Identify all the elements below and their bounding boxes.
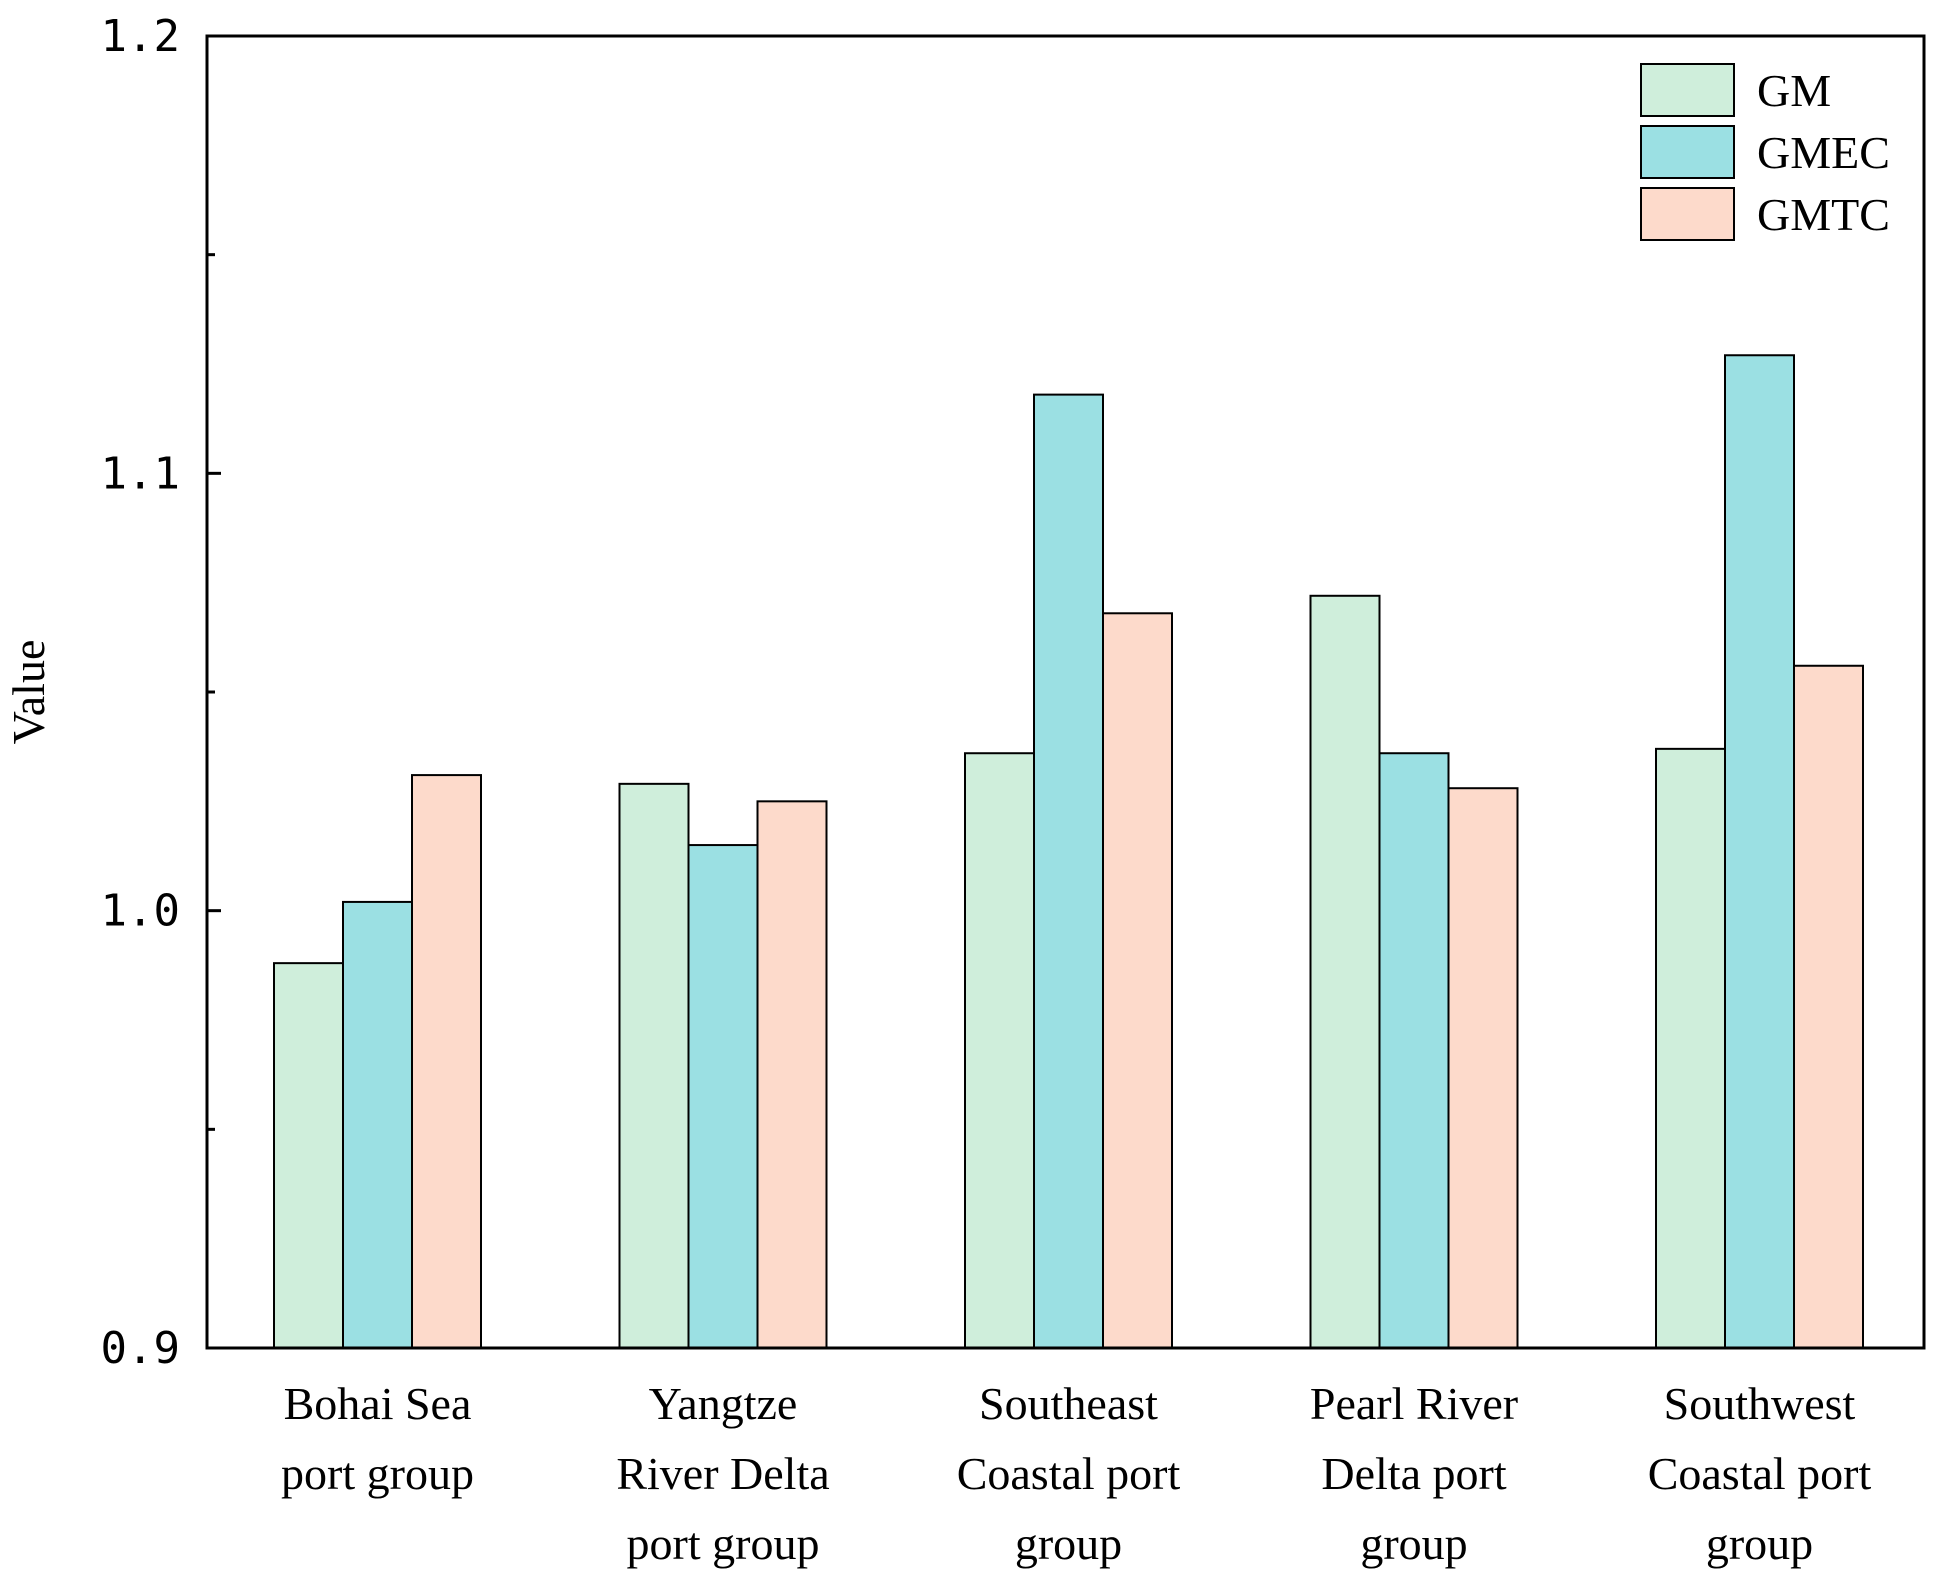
bar-gm-1 [273, 962, 344, 1349]
bar-gm-4 [1309, 594, 1381, 1349]
x-tick-label-line: Delta port [1321, 1448, 1506, 1499]
x-tick-label-line: Coastal port [1648, 1448, 1872, 1499]
legend-label-gmtc: GMTC [1757, 189, 1890, 240]
legend-label-gm: GM [1757, 65, 1831, 116]
y-tick-label: 1.0 [101, 886, 180, 937]
x-tick-label-line: Pearl River [1310, 1378, 1518, 1429]
bar-gmec-3 [1033, 393, 1104, 1349]
x-tick-label-line: port group [627, 1518, 820, 1569]
legend-label-gmec: GMEC [1757, 127, 1890, 178]
x-tick-label-line: Southwest [1664, 1378, 1856, 1429]
x-tick-label: Bohai Sea port group [281, 1378, 474, 1499]
legend-swatch-gmec [1640, 125, 1735, 179]
x-tick-label: Southeast Coastal port group [957, 1378, 1181, 1569]
x-tick-label-line: Yangtze [649, 1378, 798, 1429]
bar-gm-3 [964, 752, 1035, 1349]
bar-gmec-2 [687, 844, 759, 1349]
bar-gmec-1 [342, 900, 413, 1349]
bar-gmtc-2 [756, 800, 828, 1349]
x-tick-label-line: group [1360, 1518, 1467, 1569]
x-tick-label-line: group [1706, 1518, 1813, 1569]
x-tick-label-line: River Delta [616, 1448, 829, 1499]
bar-gmtc-3 [1102, 612, 1173, 1349]
legend-swatch-gmtc [1640, 187, 1735, 241]
y-axis: 0.9 1.0 1.1 1.2 [101, 11, 221, 1374]
x-tick-label-line: Southeast [979, 1378, 1158, 1429]
x-tick-label-line: Bohai Sea [284, 1378, 472, 1429]
bar-gmtc-5 [1793, 664, 1864, 1349]
bar-gm-2 [618, 782, 690, 1349]
x-tick-label: Yangtze River Delta port group [616, 1378, 829, 1569]
y-tick-label: 1.1 [101, 448, 180, 499]
bar-gmec-4 [1378, 752, 1450, 1349]
x-tick-label: Pearl River Delta port group [1310, 1378, 1518, 1569]
y-tick-label: 1.2 [101, 11, 180, 62]
x-tick-label-line: port group [281, 1448, 474, 1499]
x-axis: Bohai Sea port group Yangtze River Delta por… [281, 1378, 1871, 1569]
x-tick-label-line: group [1015, 1518, 1122, 1569]
bar-gm-5 [1655, 747, 1726, 1349]
y-tick-label: 0.9 [101, 1323, 180, 1374]
bar-gmtc-4 [1447, 787, 1519, 1349]
bar-gmtc-1 [411, 774, 482, 1349]
y-axis-label: Value [3, 640, 54, 745]
plot-frame [205, 34, 1926, 1350]
x-tick-label-line: Coastal port [957, 1448, 1181, 1499]
x-tick-label: Southwest Coastal port group [1648, 1378, 1872, 1569]
bars-layer [273, 354, 1864, 1349]
legend: GM GMEC GMTC [1640, 63, 1890, 241]
bar-gmec-5 [1724, 354, 1795, 1349]
legend-swatch-gm [1640, 63, 1735, 117]
